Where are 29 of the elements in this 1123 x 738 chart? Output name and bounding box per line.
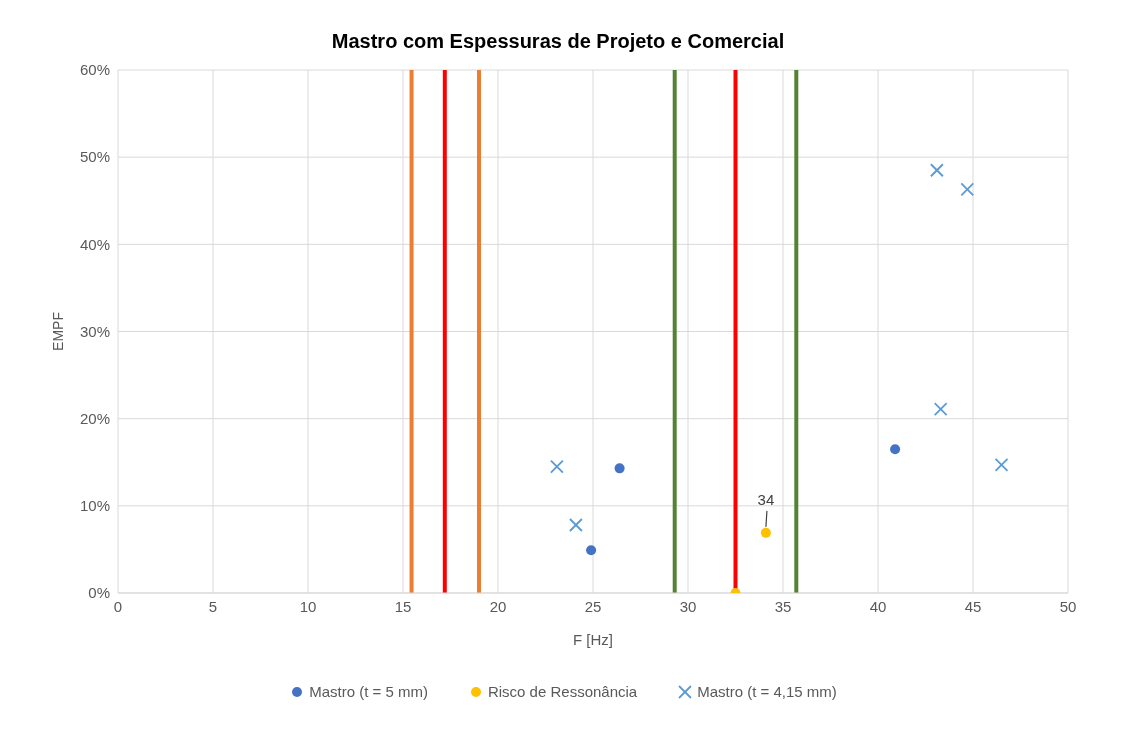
y-tick-label: 30% xyxy=(79,322,110,340)
y-tick-label: 50% xyxy=(79,148,110,166)
legend-label: Mastro (t = 4,15 mm) xyxy=(696,683,837,700)
x-tick-label: 0 xyxy=(113,597,123,615)
legend-label: Mastro (t = 5 mm) xyxy=(308,683,428,700)
x-tick-label: 50 xyxy=(1059,597,1077,615)
x-tick-label: 45 xyxy=(964,597,982,615)
y-tick-label: 10% xyxy=(79,497,110,515)
point xyxy=(890,444,901,455)
y-tick-label: 0% xyxy=(88,584,110,602)
x-tick-label: 30 xyxy=(679,597,697,615)
annotation: 34 xyxy=(757,490,775,508)
y-tick-label: 20% xyxy=(79,409,110,427)
x-tick-label: 40 xyxy=(869,597,887,615)
x-tick-label: 10 xyxy=(299,597,317,615)
point xyxy=(760,527,771,538)
point xyxy=(614,463,625,474)
chart-title: Mastro com Espessuras de Projeto e Comercial xyxy=(330,29,786,54)
x-tick-label: 20 xyxy=(489,597,507,615)
x-tick-label: 25 xyxy=(584,597,602,615)
x-axis-title: F [Hz] xyxy=(573,631,613,648)
x-tick-label: 35 xyxy=(774,597,792,615)
x-tick-label: 5 xyxy=(208,597,218,615)
x-tick-label: 15 xyxy=(394,597,412,615)
y-tick-label: 60% xyxy=(79,61,110,79)
y-tick-label: 40% xyxy=(79,235,110,253)
y-axis-title: EMPF xyxy=(49,312,66,351)
legend-label: Risco de Ressonância xyxy=(486,683,638,700)
point xyxy=(586,545,597,556)
